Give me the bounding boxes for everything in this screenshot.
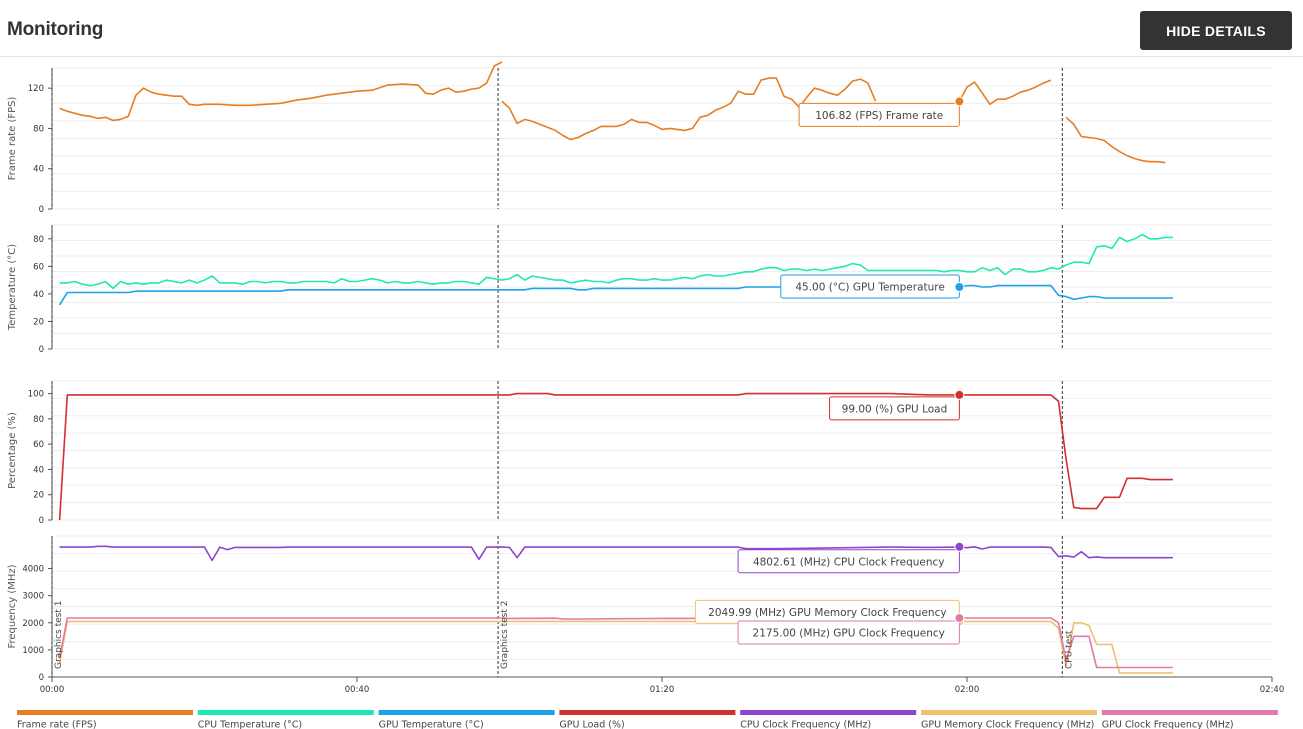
legend-item[interactable]: GPU Clock Frequency (MHz) [1101, 710, 1278, 729]
tooltip-dot [954, 541, 965, 552]
tooltip-label: 2175.00 (MHz) GPU Clock Frequency [753, 628, 945, 640]
y-tick-label: 20 [33, 491, 44, 501]
y-axis-label: Frequency (MHz) [7, 564, 18, 648]
series-line [59, 233, 1173, 290]
legend-label[interactable]: CPU Temperature (°C) [198, 720, 302, 729]
x-tick-label: 02:00 [955, 685, 980, 695]
x-tick-label: 00:00 [40, 685, 65, 695]
legend[interactable]: Frame rate (FPS) CPU Temperature (°C) GPU … [17, 710, 1278, 729]
x-axis: 00:00 00:40 01:20 02:00 02:40 [40, 676, 1285, 695]
tooltip-box [737, 620, 960, 645]
y-tick-label: 40 [33, 165, 44, 175]
x-tick-label: 02:40 [1260, 685, 1285, 695]
legend-label[interactable]: GPU Clock Frequency (MHz) [1102, 720, 1234, 729]
series-line [1065, 116, 1166, 164]
chart-panel: 0 20 40 60 80 100 Percentage (%) 99.00 (%) GPU … [7, 380, 1272, 526]
legend-item[interactable]: CPU Temperature (°C) [197, 710, 374, 729]
chart-panel: 0 40 80 120 Frame rate (FPS) 106.82 (FPS) Fra… [7, 61, 1272, 215]
y-tick-label: 60 [33, 262, 44, 272]
y-tick-label: 2000 [22, 619, 44, 629]
test-marker-label: Graphics test 2 [500, 601, 510, 669]
y-tick-label: 3000 [22, 592, 44, 602]
tooltip-label: 106.82 (FPS) Frame rate [815, 110, 943, 122]
chart-panel: 0 1000 2000 3000 4000 Frequency (MHz) 4802.61 … [7, 535, 1272, 683]
tooltip-dot [954, 613, 965, 624]
chart-panel: 0 20 40 60 80 Temperature (°C) 45.00 (°C) GPU … [7, 224, 1272, 355]
y-tick-label: 20 [33, 317, 44, 327]
page-header: Monitoring HIDE DETAILS [0, 0, 1303, 57]
y-tick-label: 80 [33, 235, 44, 245]
y-axis-label: Temperature (°C) [7, 244, 18, 331]
tooltip-box [737, 549, 960, 574]
legend-item[interactable]: GPU Temperature (°C) [378, 710, 555, 729]
legend-item[interactable]: GPU Memory Clock Frequency (MHz) [921, 710, 1097, 729]
legend-swatch[interactable] [921, 710, 1097, 715]
y-axis-label: Frame rate (FPS) [7, 97, 18, 181]
tooltip-label: 4802.61 (MHz) CPU Clock Frequency [753, 556, 945, 568]
test-marker-label: CPU test [1064, 630, 1074, 669]
tooltip-dot [954, 96, 965, 107]
legend-label[interactable]: Frame rate (FPS) [17, 720, 97, 729]
legend-item[interactable]: Frame rate (FPS) [17, 710, 193, 729]
y-tick-label: 80 [33, 124, 44, 134]
tooltip-box [829, 396, 960, 421]
tooltip-label: 99.00 (%) GPU Load [842, 403, 948, 415]
y-tick-label: 120 [28, 84, 44, 94]
y-tick-label: 0 [39, 345, 44, 355]
y-tick-label: 1000 [22, 646, 44, 656]
series-line [58, 392, 1173, 521]
hide-details-button[interactable]: HIDE DETAILS [1140, 11, 1292, 50]
page-title: Monitoring [7, 19, 104, 40]
y-axis-label: Percentage (%) [7, 412, 18, 489]
legend-swatch[interactable] [378, 710, 555, 715]
tooltip-label: 45.00 (°C) GPU Temperature [795, 282, 945, 294]
legend-swatch[interactable] [1101, 710, 1278, 715]
x-tick-label: 01:20 [650, 685, 675, 695]
test-marker-label: Graphics test 1 [54, 601, 64, 669]
y-tick-label: 4000 [22, 565, 44, 575]
legend-item[interactable]: CPU Clock Frequency (MHz) [740, 710, 917, 729]
tooltip-box [798, 102, 960, 127]
legend-swatch[interactable] [740, 710, 917, 715]
series-line [58, 617, 1173, 669]
y-tick-label: 80 [33, 415, 44, 425]
tooltip-dot [954, 282, 965, 292]
series-line [59, 61, 503, 122]
y-tick-label: 0 [39, 673, 44, 683]
legend-label[interactable]: GPU Temperature (°C) [379, 720, 484, 729]
y-tick-label: 40 [33, 465, 44, 475]
legend-swatch[interactable] [17, 710, 193, 715]
y-tick-label: 60 [33, 440, 44, 450]
legend-label[interactable]: CPU Clock Frequency (MHz) [740, 720, 871, 729]
series-line [501, 77, 877, 141]
series-line [958, 79, 1052, 106]
y-tick-label: 0 [39, 205, 44, 215]
legend-item[interactable]: GPU Load (%) [559, 710, 736, 729]
tooltip-dot [954, 389, 965, 400]
y-tick-label: 40 [33, 290, 44, 300]
tooltip-label: 2049.99 (MHz) GPU Memory Clock Frequency [708, 607, 946, 619]
legend-label[interactable]: GPU Memory Clock Frequency (MHz) [921, 720, 1094, 729]
series-line [58, 284, 1173, 306]
legend-swatch[interactable] [559, 710, 736, 715]
y-tick-label: 100 [28, 390, 44, 400]
legend-label[interactable]: GPU Load (%) [559, 720, 624, 729]
x-tick-label: 00:40 [345, 685, 370, 695]
y-tick-label: 0 [39, 516, 44, 526]
series-line [58, 620, 1173, 674]
series-line [59, 545, 1173, 562]
legend-swatch[interactable] [197, 710, 374, 715]
